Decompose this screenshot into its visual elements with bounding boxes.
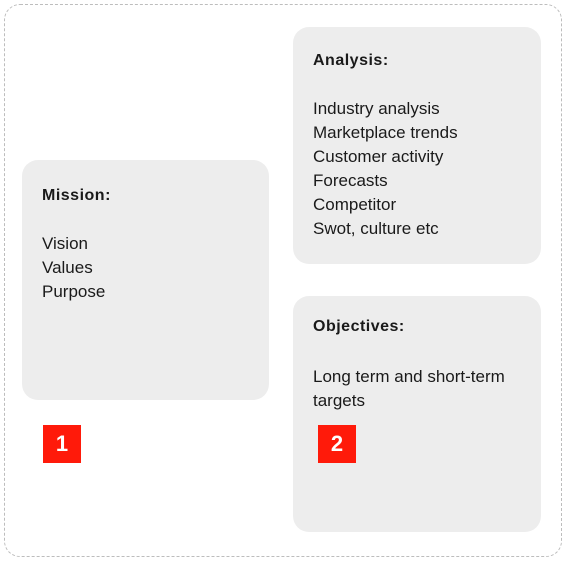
analysis-item: Marketplace trends xyxy=(313,123,458,142)
mission-item: Vision xyxy=(42,234,88,253)
mission-item: Purpose xyxy=(42,282,106,301)
analysis-list: Industry analysis Marketplace trends Cus… xyxy=(313,97,458,241)
analysis-heading: Analysis: xyxy=(313,52,389,69)
analysis-item: Swot, culture etc xyxy=(313,219,439,238)
mission-card: Mission: Vision Values Purpose xyxy=(22,160,269,400)
analysis-item: Customer activity xyxy=(313,147,444,166)
step-badge-2: 2 xyxy=(318,425,356,463)
analysis-card: Analysis: Industry analysis Marketplace … xyxy=(293,27,541,264)
objectives-text: Long term and short-term targets xyxy=(313,367,505,410)
objectives-card: Objectives: Long term and short-term tar… xyxy=(293,296,541,532)
diagram-frame xyxy=(4,4,562,557)
analysis-item: Industry analysis xyxy=(313,99,440,118)
analysis-item: Competitor xyxy=(313,195,397,214)
mission-item: Values xyxy=(42,258,93,277)
objectives-heading: Objectives: xyxy=(313,318,405,335)
mission-heading: Mission: xyxy=(42,187,111,204)
analysis-item: Forecasts xyxy=(313,171,388,190)
mission-list: Vision Values Purpose xyxy=(42,232,105,304)
step-badge-1: 1 xyxy=(43,425,81,463)
